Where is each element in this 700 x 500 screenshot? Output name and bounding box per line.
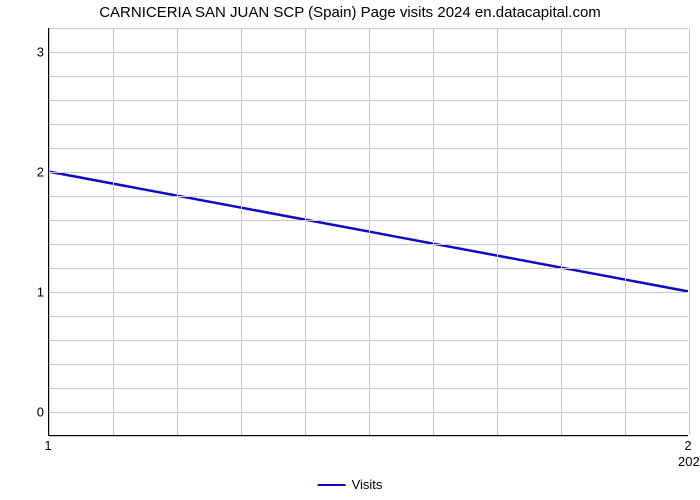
gridline-horizontal (49, 436, 688, 437)
y-tick-label: 3 (4, 45, 44, 60)
chart-title: CARNICERIA SAN JUAN SCP (Spain) Page vis… (0, 4, 700, 21)
plot-area (48, 28, 688, 436)
x-tick-label: 2 (684, 438, 691, 453)
x-tick-label: 1 (44, 438, 51, 453)
gridline-vertical (497, 28, 498, 435)
gridline-vertical (305, 28, 306, 435)
y-tick-label: 1 (4, 285, 44, 300)
y-tick-label: 2 (4, 165, 44, 180)
y-tick-label: 0 (4, 405, 44, 420)
gridline-vertical (177, 28, 178, 435)
line-chart: CARNICERIA SAN JUAN SCP (Spain) Page vis… (0, 0, 700, 500)
x-tick-label-cutoff: 202 (678, 454, 700, 469)
gridline-vertical (561, 28, 562, 435)
legend-label: Visits (352, 477, 383, 492)
gridline-vertical (625, 28, 626, 435)
gridline-vertical (241, 28, 242, 435)
gridline-vertical (433, 28, 434, 435)
gridline-vertical (369, 28, 370, 435)
legend-swatch (318, 484, 346, 486)
legend: Visits (318, 477, 383, 492)
gridline-vertical (49, 28, 50, 435)
gridline-vertical (689, 28, 690, 435)
gridline-vertical (113, 28, 114, 435)
